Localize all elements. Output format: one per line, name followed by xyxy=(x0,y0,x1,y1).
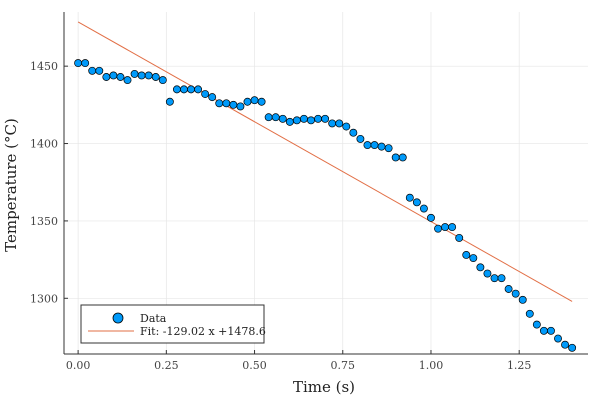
data-point xyxy=(483,269,492,278)
axes xyxy=(63,12,588,355)
data-points xyxy=(74,59,577,352)
data-point xyxy=(419,204,428,213)
y-tick-label: 1350 xyxy=(30,215,58,228)
data-point xyxy=(328,119,337,128)
grid xyxy=(64,12,588,354)
data-point xyxy=(518,295,527,304)
data-point xyxy=(172,85,181,94)
data-point xyxy=(278,114,287,123)
x-tick-label: 1.00 xyxy=(419,359,444,372)
data-point xyxy=(109,71,118,80)
data-point xyxy=(158,76,167,85)
data-point xyxy=(349,128,358,137)
data-point xyxy=(370,141,379,150)
data-point xyxy=(476,263,485,272)
data-point xyxy=(412,198,421,207)
legend-box xyxy=(80,304,265,344)
data-point xyxy=(384,144,393,153)
data-point xyxy=(363,141,372,150)
x-tick-label: 0.75 xyxy=(331,359,356,372)
y-tick-label: 1400 xyxy=(30,138,58,151)
data-point xyxy=(335,119,344,128)
data-point xyxy=(546,326,555,335)
data-point xyxy=(180,85,188,94)
data-point xyxy=(201,90,210,98)
legend: Data Fit: -129.02 x +1478.6 xyxy=(80,304,266,344)
x-tick-label: 1.25 xyxy=(507,359,532,372)
data-point xyxy=(469,254,478,263)
data-point xyxy=(532,320,541,329)
data-point xyxy=(455,233,464,242)
data-point xyxy=(243,97,252,106)
data-point xyxy=(222,99,231,108)
data-point xyxy=(95,66,104,75)
data-point xyxy=(229,100,238,109)
y-ticks: 1300 1350 1400 1450 xyxy=(30,60,68,305)
fit-line-layer xyxy=(77,21,573,302)
data-point xyxy=(307,116,315,125)
data-point xyxy=(102,73,111,81)
data-point xyxy=(88,66,97,75)
data-point xyxy=(377,142,386,151)
data-point xyxy=(130,69,139,78)
data-point xyxy=(391,153,400,162)
data-point xyxy=(490,274,499,283)
x-tick-label: 0.25 xyxy=(154,359,179,372)
data-point xyxy=(194,85,203,94)
data-point xyxy=(165,97,174,106)
data-point xyxy=(539,326,548,335)
data-point xyxy=(504,285,513,293)
x-axis-title: Time (s) xyxy=(293,378,355,396)
fit-line xyxy=(77,21,573,302)
data-point xyxy=(208,93,217,102)
data-point xyxy=(81,59,90,68)
data-point xyxy=(398,153,407,162)
data-point xyxy=(137,71,146,80)
data-point xyxy=(187,85,195,94)
data-point xyxy=(314,114,323,123)
data-point xyxy=(462,251,471,259)
data-point xyxy=(215,99,224,108)
data-point xyxy=(441,223,450,232)
data-point xyxy=(116,73,125,81)
x-tick-label: 0.00 xyxy=(66,359,91,372)
x-ticks: 0.00 0.25 0.50 0.75 1.00 1.25 xyxy=(66,350,532,372)
data-point xyxy=(257,97,266,106)
data-point xyxy=(511,289,520,298)
data-point xyxy=(525,309,534,318)
data-point xyxy=(250,96,259,105)
legend-fit-label: Fit: -129.02 x +1478.6 xyxy=(140,325,266,338)
data-point xyxy=(427,213,435,222)
data-point xyxy=(285,117,294,126)
x-tick-label: 0.50 xyxy=(242,359,267,372)
data-point xyxy=(74,59,83,68)
data-point xyxy=(561,340,570,349)
data-point xyxy=(292,116,301,125)
data-point xyxy=(271,113,280,122)
data-point xyxy=(144,71,153,80)
data-point xyxy=(405,193,414,202)
data-point xyxy=(321,114,330,123)
data-point xyxy=(568,343,577,352)
data-point xyxy=(342,122,351,131)
data-point xyxy=(448,223,457,232)
data-point xyxy=(264,113,273,122)
data-point xyxy=(554,334,562,343)
data-point xyxy=(434,224,442,233)
data-point xyxy=(356,134,365,143)
data-point xyxy=(299,114,308,123)
data-point xyxy=(497,274,506,283)
y-tick-label: 1450 xyxy=(30,60,58,73)
data-point xyxy=(151,73,160,81)
y-tick-label: 1300 xyxy=(30,292,58,305)
y-axis-title: Temperature (°C) xyxy=(2,118,20,252)
legend-data-marker xyxy=(112,312,124,324)
data-point xyxy=(123,76,132,85)
legend-data-label: Data xyxy=(140,312,167,325)
data-point xyxy=(236,102,245,111)
